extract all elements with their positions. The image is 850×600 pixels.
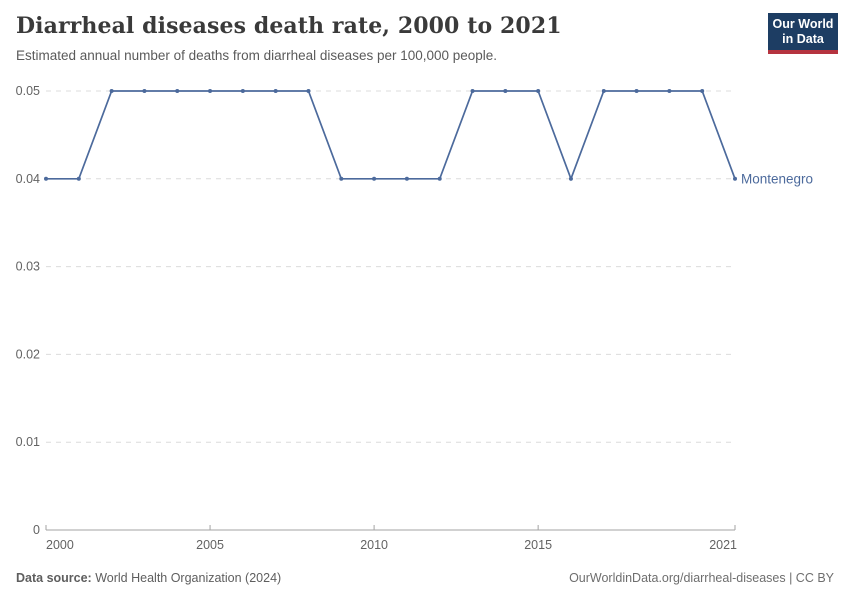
chart-header: Diarrheal diseases death rate, 2000 to 2… <box>16 12 750 64</box>
data-point[interactable] <box>733 176 737 181</box>
x-axis-label: 2000 <box>46 538 74 552</box>
y-axis-label: 0.03 <box>16 260 40 274</box>
x-axis-label: 2005 <box>196 538 224 552</box>
data-point[interactable] <box>240 89 245 93</box>
data-point[interactable] <box>76 176 81 181</box>
data-point[interactable] <box>306 89 311 93</box>
data-point[interactable] <box>372 176 377 181</box>
y-axis-label: 0 <box>33 523 40 537</box>
data-point[interactable] <box>339 176 344 181</box>
data-source-label: Data source: <box>16 571 92 585</box>
data-point[interactable] <box>404 176 409 181</box>
data-line-montenegro[interactable] <box>46 90 736 182</box>
data-point[interactable] <box>109 89 114 93</box>
data-point[interactable] <box>634 89 639 93</box>
data-source-name: World Health Organization (2024) <box>95 571 282 585</box>
x-axis-label: 2015 <box>524 538 552 552</box>
series-label-montenegro[interactable]: Montenegro <box>741 171 813 186</box>
x-axis-label: 2021 <box>709 538 737 552</box>
data-point[interactable] <box>437 176 442 181</box>
data-point[interactable] <box>536 89 541 93</box>
y-axis-label: 0.01 <box>16 435 40 449</box>
data-point[interactable] <box>568 176 573 181</box>
x-axis-label: 2010 <box>360 538 388 552</box>
data-point[interactable] <box>142 89 147 93</box>
chart-footer: Data source: World Health Organization (… <box>16 571 834 585</box>
data-point[interactable] <box>208 89 213 93</box>
page-title: Diarrheal diseases death rate, 2000 to 2… <box>16 13 562 39</box>
y-axis-label: 0.04 <box>16 172 40 186</box>
data-point[interactable] <box>700 89 705 93</box>
data-point[interactable] <box>44 176 48 181</box>
data-point[interactable] <box>470 89 475 93</box>
logo-line-2: in Data <box>782 32 824 46</box>
license-link[interactable]: OurWorldinData.org/diarrheal-diseases | … <box>569 571 834 585</box>
data-point[interactable] <box>667 89 672 93</box>
y-axis-label: 0.02 <box>16 347 40 361</box>
data-point[interactable] <box>503 89 508 93</box>
owid-logo[interactable]: Our World in Data <box>768 13 838 54</box>
data-source: Data source: World Health Organization (… <box>16 571 281 585</box>
data-point[interactable] <box>273 89 278 93</box>
page-subtitle: Estimated annual number of deaths from d… <box>16 48 498 63</box>
data-point[interactable] <box>601 89 606 93</box>
y-axis-label: 0.05 <box>16 84 40 98</box>
logo-line-1: Our World <box>772 17 834 31</box>
data-point[interactable] <box>175 89 180 93</box>
